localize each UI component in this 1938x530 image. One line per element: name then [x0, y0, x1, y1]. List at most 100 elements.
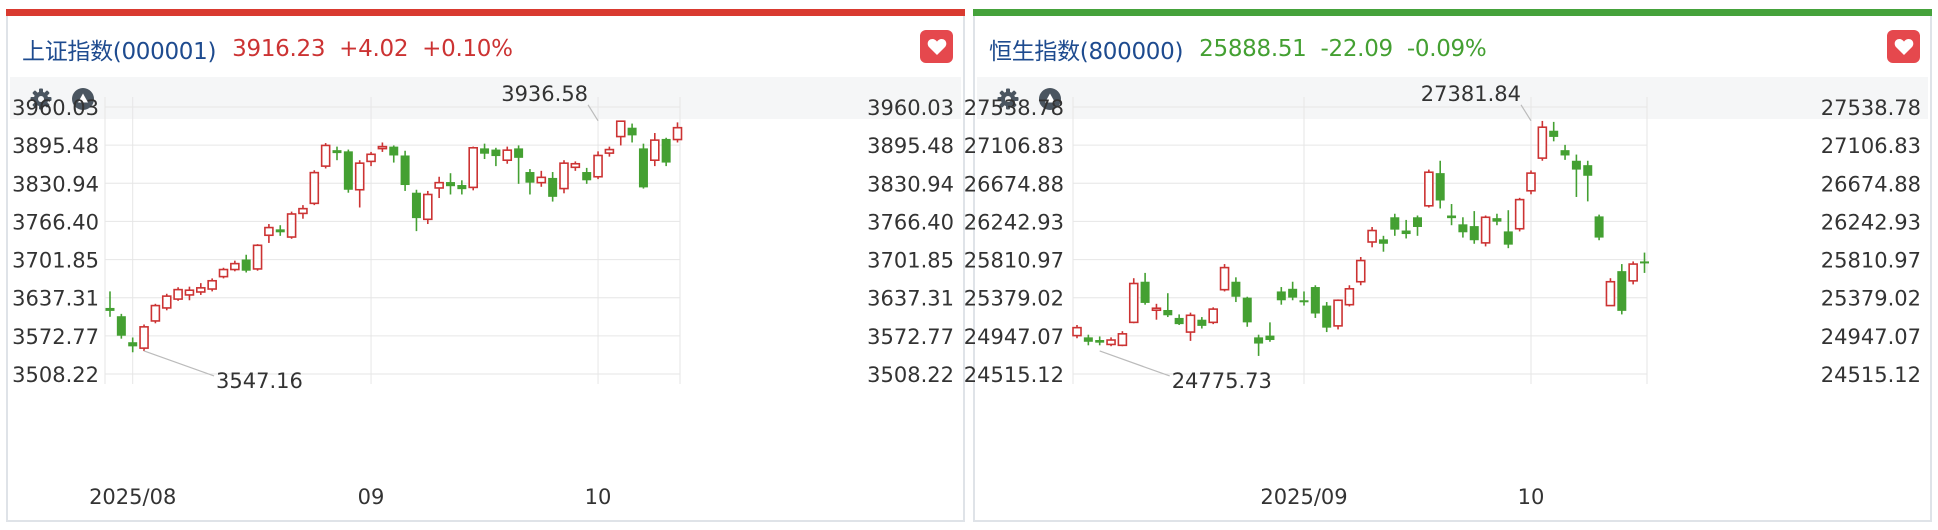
- index-change: -22.09: [1320, 36, 1394, 62]
- y-tick-label-left: 3637.31: [12, 287, 99, 311]
- candle-body-down: [446, 182, 455, 187]
- y-tick-label-right: 3701.85: [867, 249, 954, 273]
- index-name[interactable]: 上证指数(000001): [22, 39, 217, 65]
- annotation-leader: [1099, 350, 1170, 377]
- panel-accent-bar: [973, 9, 1932, 16]
- candle-body-down: [241, 259, 251, 271]
- candle-body-down: [1583, 165, 1593, 176]
- candle: [649, 133, 660, 167]
- candle: [1095, 336, 1105, 346]
- candle-body-down: [275, 229, 285, 233]
- candle: [241, 254, 251, 273]
- candle-body-down: [128, 342, 138, 347]
- candle-body-down: [1322, 305, 1332, 328]
- candle: [559, 160, 569, 194]
- candle-body-down: [1163, 309, 1173, 316]
- collapse-button[interactable]: [1037, 86, 1063, 112]
- y-tick-label-right: 27106.83: [1821, 134, 1921, 158]
- candle: [1378, 235, 1388, 252]
- candle: [468, 146, 479, 191]
- candle-body-up: [570, 162, 581, 169]
- y-tick-label-right: 25379.02: [1821, 287, 1921, 311]
- candle-body-down: [1390, 217, 1400, 230]
- index-change: +4.02: [339, 36, 409, 62]
- candle: [230, 260, 240, 272]
- candle: [1219, 264, 1230, 292]
- candle-body-up: [161, 295, 172, 309]
- candle: [1174, 314, 1184, 326]
- candle-body-down: [116, 316, 126, 336]
- candle-body-up: [196, 287, 206, 293]
- annotation-leader: [143, 350, 215, 377]
- candle: [1276, 287, 1286, 305]
- favorite-heart-button[interactable]: [920, 30, 953, 63]
- candle-body-up: [434, 181, 444, 189]
- candle-body-up: [593, 154, 603, 178]
- candle: [1390, 213, 1400, 236]
- candle: [1310, 285, 1320, 318]
- annotation-high: 27381.84: [1421, 82, 1521, 106]
- candle: [1322, 302, 1332, 333]
- y-tick-label-right: 26242.93: [1821, 210, 1921, 234]
- candle-body-down: [389, 146, 399, 156]
- candle-body-down: [582, 172, 592, 181]
- candle: [1492, 213, 1502, 226]
- candle-body-down: [332, 150, 342, 154]
- candle: [627, 123, 637, 143]
- candle: [411, 189, 421, 232]
- candle-body-down: [480, 148, 490, 154]
- settings-button[interactable]: [995, 86, 1021, 112]
- candle: [1480, 215, 1491, 247]
- candle: [1514, 197, 1525, 232]
- collapse-button[interactable]: [70, 86, 96, 112]
- candle-body-down: [1401, 230, 1411, 235]
- candle: [332, 146, 342, 161]
- heart-icon: [1894, 38, 1913, 55]
- candle: [422, 190, 433, 225]
- candle-body-down: [1594, 216, 1604, 238]
- y-tick-label-right: 3572.77: [867, 325, 954, 349]
- candlestick-chart-hsi[interactable]: 27538.78 27538.78 27106.83 27106.83 26674.88…: [964, 9, 1934, 522]
- candle-body-down: [1413, 217, 1422, 227]
- candle: [264, 224, 274, 243]
- index-name[interactable]: 恒生指数(800000): [989, 39, 1184, 65]
- candle: [116, 313, 126, 339]
- candle: [548, 172, 558, 202]
- candle-body-up: [1128, 282, 1139, 324]
- candle: [252, 244, 263, 271]
- candle: [275, 225, 285, 236]
- favorite-heart-button[interactable]: [1887, 30, 1920, 63]
- candle: [150, 303, 161, 324]
- candle: [1242, 296, 1252, 327]
- quote-header: 恒生指数(800000) 25888.51 -22.09 -0.09%: [989, 31, 1487, 67]
- y-tick-label-left: 3508.22: [12, 363, 99, 387]
- y-tick-label-left: 3830.94: [12, 172, 99, 196]
- candle-body-down: [1242, 297, 1252, 323]
- candle: [1151, 303, 1162, 320]
- candle-body-down: [1492, 218, 1502, 222]
- panel-accent-bar: [6, 9, 965, 16]
- candle: [1333, 299, 1343, 330]
- candle-body-up: [536, 176, 547, 184]
- candle-body-up: [1333, 299, 1343, 327]
- candle-body-down: [1458, 224, 1468, 233]
- candle: [139, 324, 149, 352]
- candle: [582, 167, 592, 184]
- candle: [457, 180, 467, 195]
- annotation-leader: [1520, 104, 1532, 122]
- candle-body-down: [1140, 281, 1150, 303]
- candle-body-up: [252, 244, 263, 270]
- candle-body-down: [1265, 335, 1275, 341]
- y-tick-label-right: 24515.12: [1821, 363, 1921, 387]
- candlestick-chart-sse[interactable]: 3960.03 3960.03 3895.48 3895.48 3830.94 3830.…: [8, 9, 967, 522]
- candle: [1503, 210, 1513, 249]
- candle-body-up: [559, 162, 569, 190]
- y-tick-label-left: 27106.83: [964, 134, 1064, 158]
- candle: [1594, 214, 1604, 241]
- candle: [1571, 154, 1581, 197]
- settings-button[interactable]: [28, 86, 54, 112]
- candle: [105, 291, 115, 317]
- candle-body-up: [309, 171, 320, 205]
- candle-body-down: [514, 148, 524, 158]
- candle-body-up: [1514, 198, 1525, 230]
